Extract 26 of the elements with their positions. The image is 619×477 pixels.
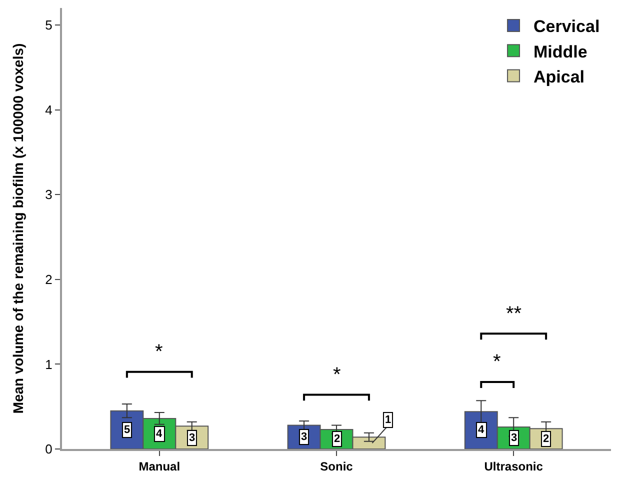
annotation: **	[506, 303, 522, 325]
y-tick-label: 4	[45, 102, 52, 118]
annotation: 2	[543, 433, 550, 445]
y-tick-label: 3	[45, 187, 52, 202]
y-tick-label: 2	[45, 272, 52, 287]
x-tick-label: Sonic	[320, 459, 354, 474]
annotation: 2	[334, 433, 340, 445]
y-tick-label: 1	[45, 356, 52, 372]
y-tick-label: 0	[45, 442, 52, 457]
annotation: 3	[189, 432, 196, 444]
x-tick-label: Manual	[138, 459, 180, 474]
annotation: 3	[511, 432, 518, 444]
legend-label: Apical	[534, 67, 585, 86]
legend-label: Middle	[534, 42, 588, 62]
annotation: 4	[156, 428, 163, 440]
annotation: *	[493, 351, 501, 373]
annotation: *	[155, 341, 163, 363]
annotation: 4	[478, 424, 485, 436]
annotation: 1	[385, 414, 392, 426]
annotation: *	[333, 364, 341, 386]
legend-label: Cervical	[534, 17, 600, 36]
annotation: 3	[301, 431, 308, 443]
y-axis-title: Mean volume of the remaining biofilm (x 100000 voxels)	[10, 43, 26, 414]
y-tick-label: 5	[45, 18, 52, 33]
x-tick-label: Ultrasonic	[484, 459, 544, 474]
annotation: 5	[124, 424, 130, 436]
